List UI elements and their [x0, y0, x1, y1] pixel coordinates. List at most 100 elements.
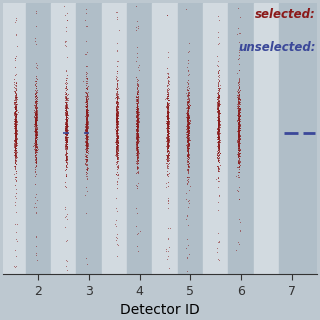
- Point: [215, 123, 220, 128]
- Point: [65, 129, 70, 134]
- Point: [34, 117, 39, 123]
- Point: [12, 144, 17, 149]
- Point: [136, 106, 141, 111]
- Point: [63, 104, 68, 109]
- Point: [234, 137, 239, 142]
- Point: [215, 125, 220, 131]
- Point: [115, 59, 120, 64]
- Point: [216, 108, 221, 113]
- Point: [216, 146, 221, 151]
- Point: [84, 157, 89, 162]
- Point: [115, 172, 120, 178]
- Point: [134, 123, 140, 128]
- Point: [113, 10, 118, 15]
- Point: [84, 125, 90, 131]
- Point: [116, 109, 121, 114]
- Point: [13, 107, 19, 112]
- Point: [12, 203, 17, 208]
- Point: [115, 103, 120, 108]
- Point: [63, 107, 68, 112]
- Point: [34, 233, 39, 238]
- Point: [64, 149, 69, 154]
- Point: [236, 131, 241, 136]
- Point: [33, 127, 38, 132]
- Point: [215, 126, 220, 132]
- Point: [115, 146, 120, 151]
- Point: [185, 116, 190, 121]
- Point: [215, 158, 220, 163]
- Point: [185, 127, 190, 132]
- Point: [114, 150, 119, 155]
- Point: [136, 145, 141, 150]
- Point: [187, 119, 192, 124]
- Point: [12, 161, 17, 166]
- Point: [33, 123, 38, 128]
- Point: [64, 111, 69, 116]
- Point: [84, 157, 89, 162]
- Point: [134, 115, 140, 120]
- Point: [217, 135, 222, 140]
- Point: [186, 102, 191, 107]
- Point: [236, 126, 241, 132]
- Point: [34, 118, 39, 123]
- Point: [186, 148, 191, 153]
- Point: [63, 138, 68, 143]
- Point: [33, 120, 38, 125]
- Point: [166, 139, 171, 144]
- Point: [84, 132, 90, 137]
- Point: [84, 143, 89, 148]
- Point: [216, 96, 221, 101]
- Point: [236, 93, 241, 99]
- Point: [236, 122, 241, 127]
- Point: [83, 94, 88, 99]
- Point: [216, 135, 221, 140]
- Point: [215, 117, 220, 122]
- Point: [134, 120, 139, 125]
- Point: [34, 148, 39, 153]
- Point: [34, 117, 39, 122]
- Point: [185, 110, 190, 116]
- Point: [63, 114, 68, 119]
- Point: [82, 130, 87, 135]
- Point: [186, 138, 191, 143]
- Point: [64, 134, 69, 140]
- Point: [135, 132, 140, 138]
- Point: [216, 121, 221, 126]
- Point: [84, 147, 89, 152]
- Point: [184, 111, 189, 116]
- Point: [185, 107, 190, 112]
- Point: [84, 108, 89, 113]
- Point: [135, 135, 140, 140]
- Point: [33, 118, 38, 123]
- Point: [113, 146, 118, 151]
- Point: [134, 117, 140, 123]
- Point: [165, 105, 170, 110]
- Point: [236, 134, 241, 139]
- Point: [115, 106, 120, 111]
- Point: [135, 112, 140, 117]
- Point: [64, 112, 69, 117]
- Point: [114, 144, 119, 149]
- Point: [164, 128, 169, 133]
- Point: [33, 99, 38, 104]
- Point: [64, 97, 69, 102]
- Point: [113, 107, 118, 112]
- Point: [33, 118, 38, 123]
- Point: [185, 151, 190, 156]
- Point: [84, 129, 90, 134]
- Point: [85, 113, 90, 118]
- Point: [236, 100, 242, 105]
- Point: [84, 115, 89, 120]
- Point: [236, 166, 241, 171]
- Point: [215, 112, 220, 117]
- Point: [215, 121, 220, 126]
- Point: [114, 142, 119, 147]
- Point: [114, 223, 119, 228]
- Point: [63, 132, 68, 137]
- Point: [184, 133, 189, 139]
- Point: [34, 210, 39, 215]
- Point: [164, 112, 169, 117]
- Point: [136, 149, 141, 154]
- Point: [236, 119, 241, 124]
- Point: [85, 146, 90, 151]
